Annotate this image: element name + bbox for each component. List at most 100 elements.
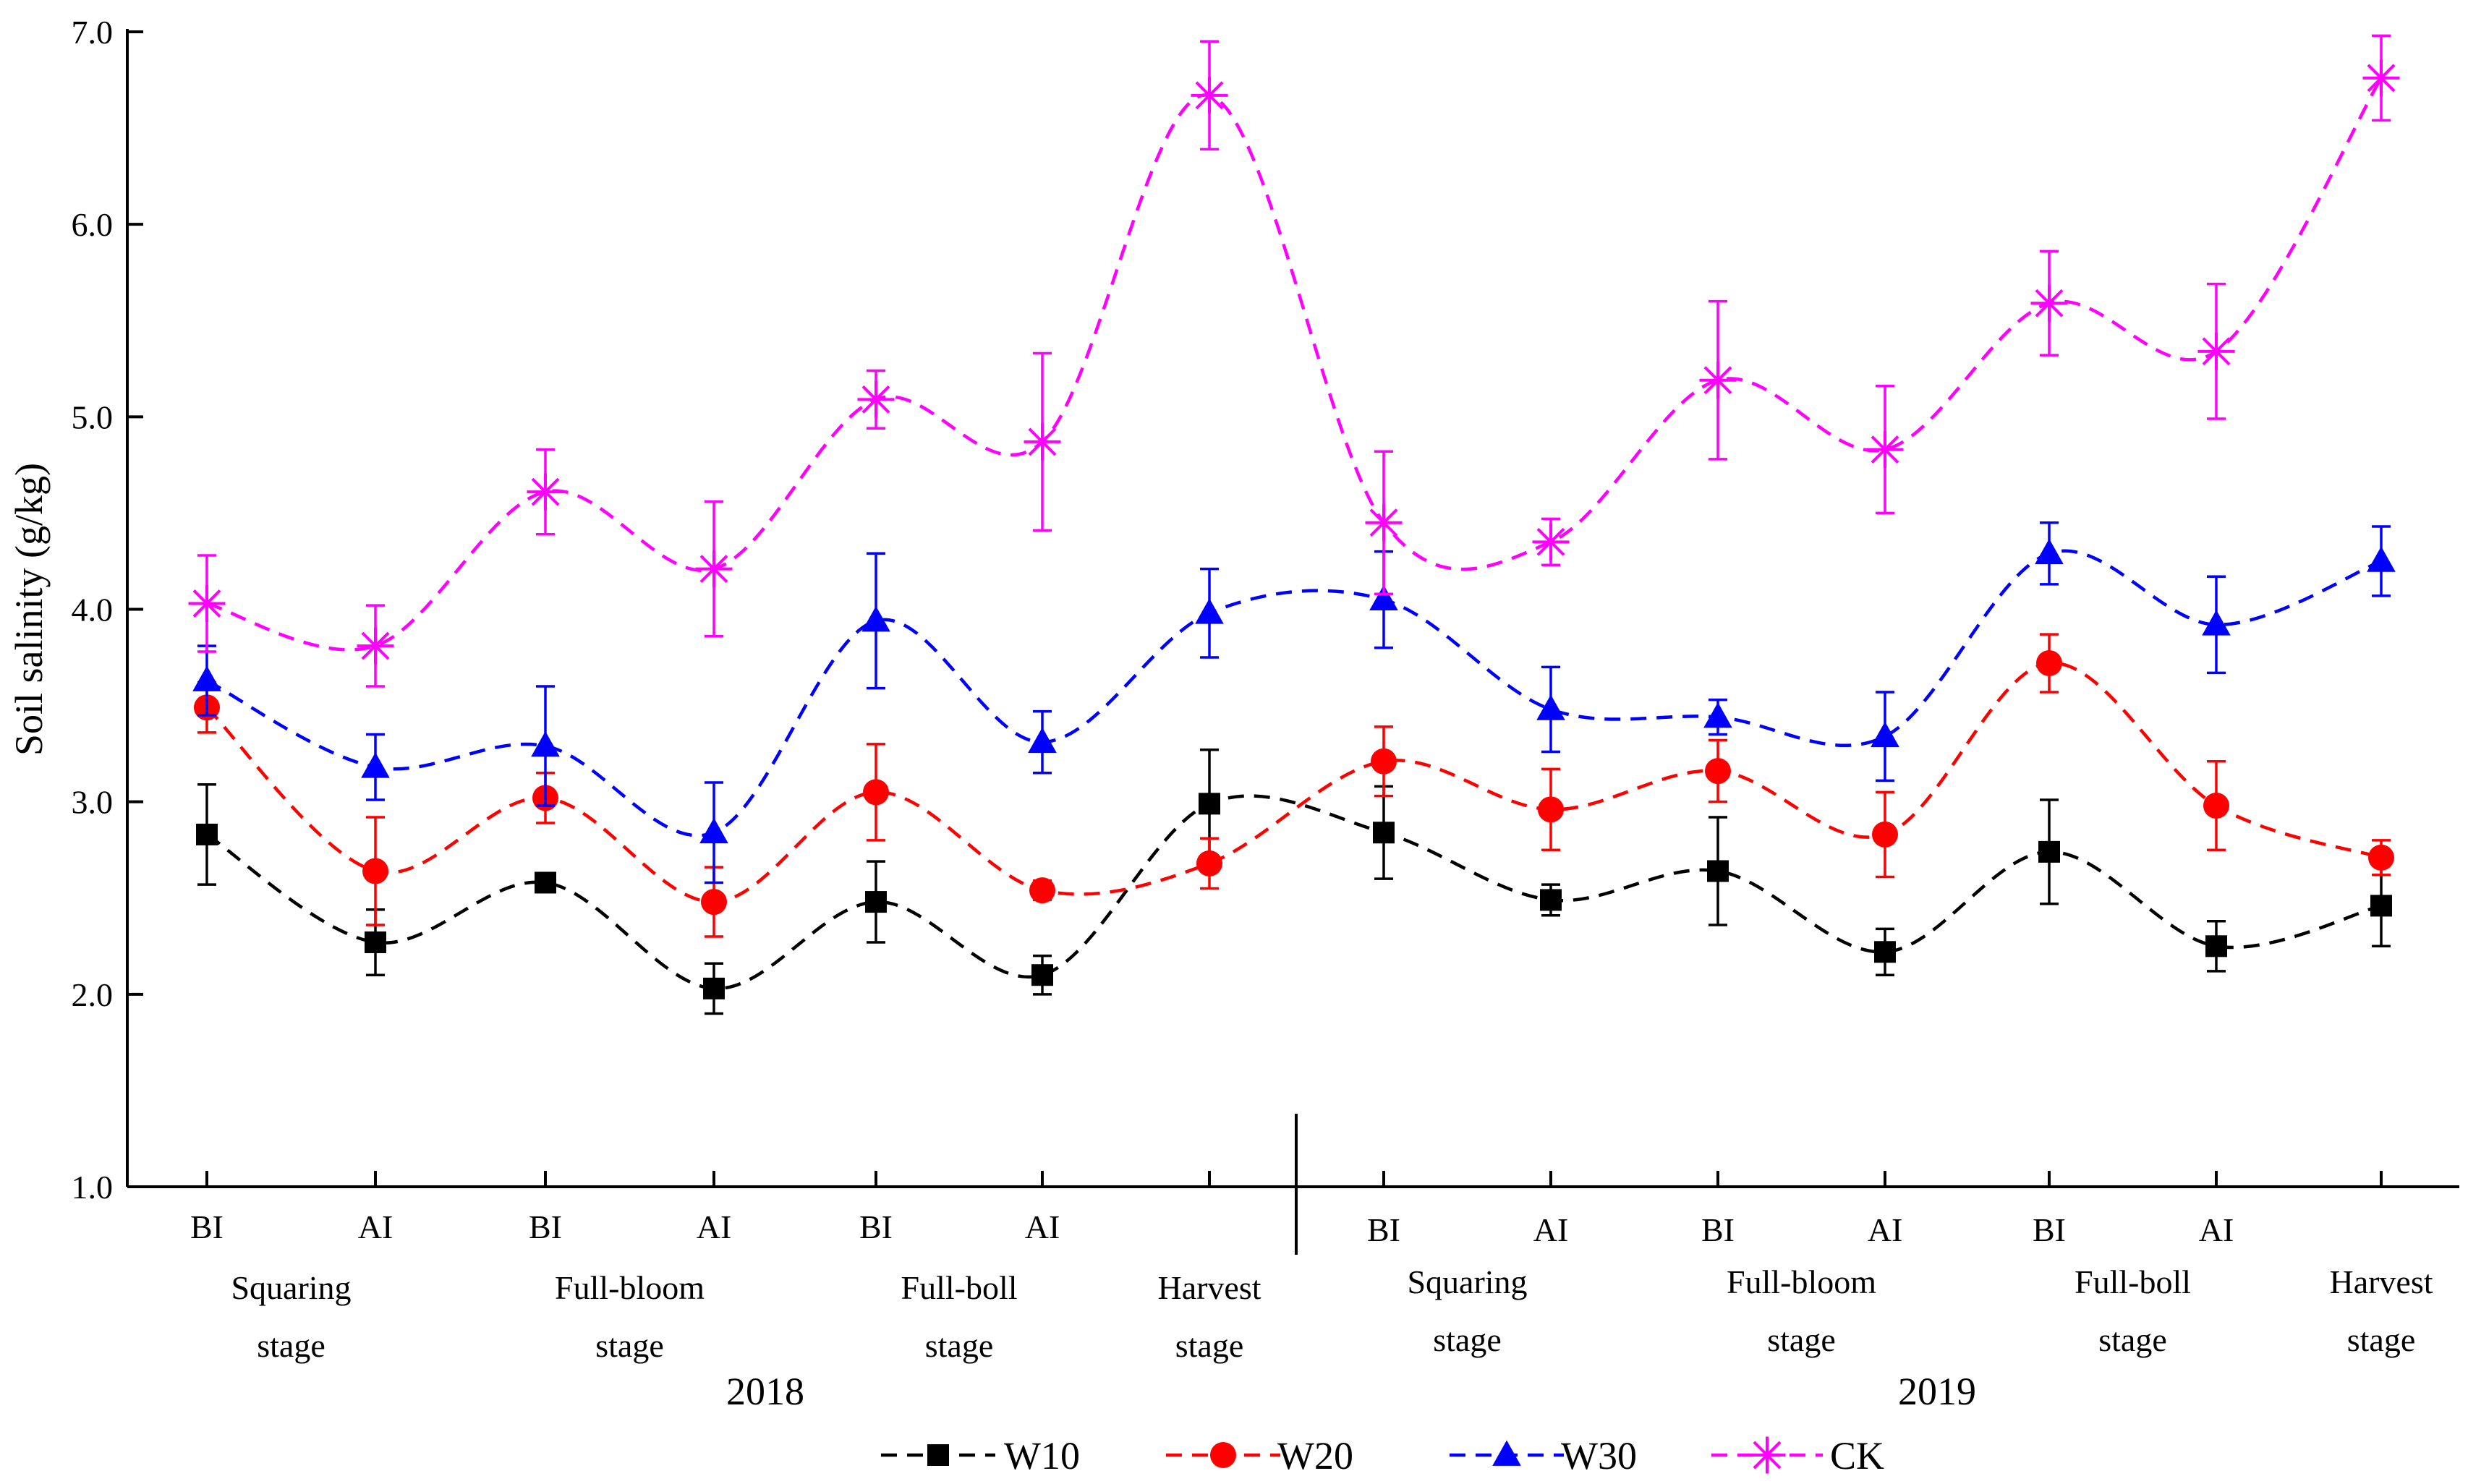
y-tick-label: 5.0	[72, 398, 114, 435]
year-label: 2019	[1898, 1370, 1976, 1413]
labels-layer: 1.0 2.0 3.0 4.0 5.0 6.0 7.0 Soil salinity (g/kg…	[7, 14, 2433, 1413]
data-point-circle	[1210, 1442, 1236, 1468]
series-line-w20	[205, 661, 2382, 904]
stage-label-line1: Full-bloom	[555, 1269, 705, 1306]
asterisk-stroke	[2367, 64, 2396, 93]
legend-item-w10: W10	[881, 1434, 1080, 1477]
stage-label-line1: Full-boll	[901, 1269, 1017, 1306]
x-sub-label: AI	[1025, 1208, 1060, 1245]
asterisk-stroke	[1753, 1441, 1782, 1470]
stage-label-line2: stage	[925, 1327, 994, 1364]
series-w20	[194, 633, 2394, 938]
asterisk-stroke	[192, 589, 221, 618]
x-sub-label: AI	[2199, 1211, 2234, 1248]
data-point-asterisk	[1191, 77, 1228, 114]
legend-item-w30: W30	[1450, 1434, 1637, 1477]
data-point-circle	[701, 889, 727, 916]
x-sub-label: BI	[859, 1208, 893, 1245]
stage-label-line1: Harvest	[2329, 1263, 2433, 1300]
data-point-asterisk	[527, 473, 564, 511]
data-point-square	[1031, 964, 1053, 986]
legend-label: CK	[1830, 1434, 1884, 1477]
data-point-asterisk	[1699, 362, 1737, 399]
data-point-triangle	[531, 731, 560, 757]
asterisk-stroke	[1369, 508, 1398, 537]
y-tick-label: 3.0	[72, 784, 114, 821]
data-point-square	[535, 871, 556, 894]
legend-label: W20	[1277, 1434, 1353, 1477]
data-point-circle	[1705, 758, 1731, 785]
data-point-square	[2205, 935, 2227, 958]
data-point-circle	[1371, 748, 1397, 775]
y-tick-label: 2.0	[72, 976, 114, 1013]
stage-label-line2: stage	[2347, 1321, 2416, 1358]
data-point-asterisk	[1365, 504, 1403, 542]
data-point-square	[1707, 860, 1729, 882]
y-tick-label: 7.0	[72, 14, 114, 51]
data-point-circle	[2368, 844, 2394, 871]
asterisk-stroke	[1703, 366, 1732, 395]
stage-label-line1: Harvest	[1157, 1269, 1261, 1306]
asterisk-stroke	[1195, 81, 1224, 110]
data-point-square	[1373, 822, 1395, 844]
data-point-circle	[1872, 821, 1898, 848]
data-point-asterisk	[1532, 523, 1570, 560]
series-w10	[196, 749, 2392, 1015]
legend-label: W10	[1004, 1434, 1080, 1477]
legend-item-ck: CK	[1711, 1434, 1884, 1477]
data-point-circle	[863, 779, 889, 806]
data-point-asterisk	[2030, 284, 2068, 322]
data-point-asterisk	[857, 380, 895, 418]
series-line-w10	[205, 794, 2382, 991]
data-point-square	[2370, 895, 2392, 917]
data-point-asterisk	[2197, 333, 2235, 370]
stage-label-line2: stage	[257, 1327, 325, 1364]
asterisk-stroke	[2202, 337, 2231, 366]
stage-label-line1: Squaring	[1407, 1263, 1527, 1300]
series-ck	[188, 34, 2400, 688]
y-tick-label: 4.0	[72, 592, 114, 628]
data-point-square	[1874, 941, 1896, 963]
data-point-square	[927, 1444, 949, 1466]
data-point-circle	[1196, 850, 1222, 877]
series-line-ck	[206, 77, 2383, 652]
data-point-triangle	[1703, 702, 1732, 728]
data-point-triangle	[192, 665, 221, 691]
stage-label-line1: Squaring	[231, 1269, 351, 1306]
data-point-square	[1199, 793, 1220, 815]
data-point-triangle	[1195, 598, 1224, 624]
data-point-square	[865, 891, 887, 913]
data-point-asterisk	[695, 550, 733, 588]
data-point-circle	[1029, 877, 1055, 904]
data-point-asterisk	[1024, 423, 1061, 461]
data-point-square	[2038, 840, 2060, 863]
data-point-triangle	[2202, 610, 2231, 636]
axes-layer	[126, 29, 2459, 1255]
data-point-asterisk	[1866, 431, 1904, 469]
data-point-triangle	[1028, 727, 1057, 754]
stage-label-line1: Full-boll	[2075, 1263, 2191, 1300]
data-point-triangle	[1492, 1440, 1521, 1466]
x-sub-label: BI	[2033, 1211, 2066, 1248]
data-point-asterisk	[2362, 59, 2400, 97]
legend-layer: W10 W20 W30 CK	[881, 1434, 1884, 1477]
data-point-triangle	[2367, 546, 2396, 572]
stage-label-line2: stage	[1175, 1327, 1244, 1364]
x-sub-label: BI	[1701, 1211, 1735, 1248]
data-point-square	[365, 931, 386, 953]
data-point-circle	[362, 858, 388, 884]
series-layer	[188, 34, 2400, 1015]
data-point-circle	[1538, 796, 1564, 823]
x-sub-label: AI	[697, 1208, 732, 1245]
year-label: 2018	[726, 1370, 804, 1413]
x-sub-label: BI	[190, 1208, 224, 1245]
legend-item-w20: W20	[1166, 1434, 1353, 1477]
asterisk-stroke	[361, 631, 390, 660]
data-point-triangle	[861, 606, 890, 632]
asterisk-stroke	[699, 555, 728, 584]
data-point-asterisk	[357, 627, 394, 665]
data-point-asterisk	[1748, 1436, 1786, 1474]
data-point-triangle	[1536, 694, 1565, 720]
stage-label-line1: Full-bloom	[1727, 1263, 1876, 1300]
